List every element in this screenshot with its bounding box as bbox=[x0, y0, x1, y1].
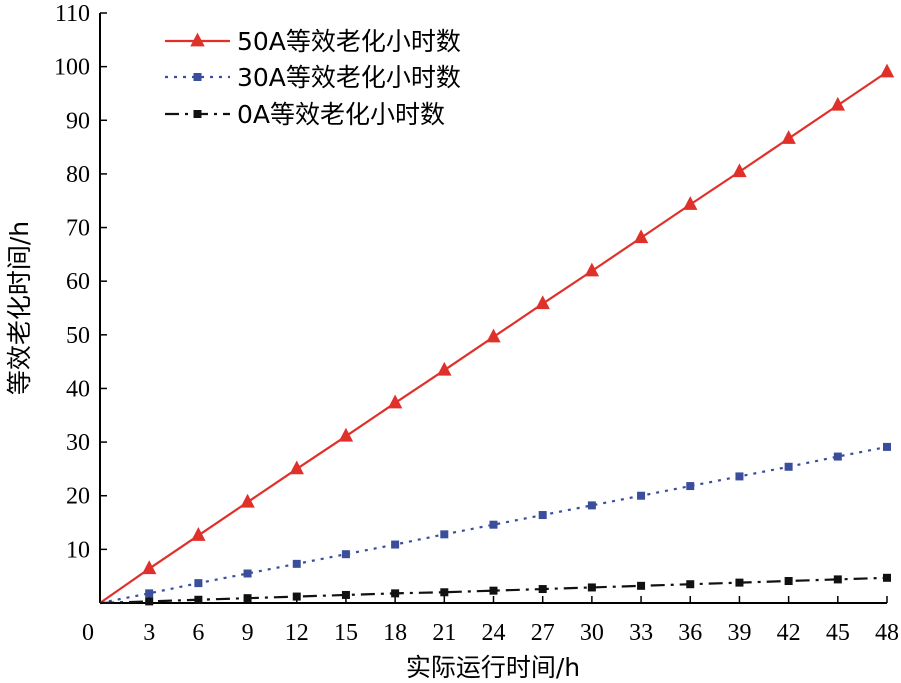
x-tick-label: 27 bbox=[531, 620, 555, 646]
series-point bbox=[243, 569, 252, 578]
series-point bbox=[486, 328, 501, 343]
series-point bbox=[489, 520, 498, 529]
x-tick-label: 24 bbox=[482, 620, 506, 646]
x-tick-label: 39 bbox=[727, 620, 751, 646]
series-point bbox=[292, 592, 301, 601]
series-point bbox=[191, 527, 206, 541]
series-1 bbox=[99, 442, 891, 605]
x-tick-label: 33 bbox=[629, 620, 653, 646]
series-point bbox=[145, 589, 154, 598]
y-tick-label: 30 bbox=[66, 430, 90, 456]
series-point bbox=[587, 583, 596, 592]
series-point bbox=[440, 530, 449, 539]
series-point bbox=[190, 32, 205, 47]
series-point bbox=[240, 493, 255, 508]
series-point bbox=[145, 597, 154, 606]
x-tick-label: 12 bbox=[285, 620, 309, 646]
series-point bbox=[587, 501, 596, 510]
series-point bbox=[633, 229, 649, 244]
series-point bbox=[538, 511, 547, 520]
series-point bbox=[584, 262, 600, 277]
x-tick-label: 18 bbox=[383, 620, 407, 646]
series-point bbox=[735, 578, 744, 587]
series-point bbox=[784, 462, 793, 471]
series-point bbox=[194, 595, 203, 604]
series-point bbox=[683, 196, 698, 210]
y-tick-label: 110 bbox=[55, 1, 90, 27]
series-point bbox=[391, 589, 400, 598]
series-point bbox=[338, 427, 354, 442]
x-tick-label: 6 bbox=[192, 620, 204, 646]
series-point bbox=[833, 575, 842, 584]
series-point bbox=[489, 586, 498, 595]
series-point bbox=[440, 588, 449, 597]
x-tick-label: 42 bbox=[777, 620, 801, 646]
legend-label: 0A等效老化小时数 bbox=[237, 100, 445, 129]
series-line bbox=[99, 445, 888, 605]
x-tick-label: 30 bbox=[580, 620, 604, 646]
y-tick-label: 20 bbox=[66, 484, 90, 510]
x-tick-label: 36 bbox=[678, 620, 702, 646]
x-tick-label: 9 bbox=[242, 620, 254, 646]
y-tick-label: 60 bbox=[66, 269, 90, 295]
series-point bbox=[243, 594, 252, 603]
y-tick-label: 40 bbox=[66, 376, 90, 402]
y-tick-label: 10 bbox=[66, 537, 90, 563]
series-point bbox=[341, 590, 350, 599]
series-point bbox=[686, 580, 695, 589]
legend-item: 30A等效老化小时数 bbox=[165, 63, 461, 92]
x-ticks: 3 6 9 12 15 18 21 24 27 30 33 36 39 42 45 48 bbox=[143, 596, 899, 646]
series-point bbox=[193, 110, 202, 118]
series-point bbox=[535, 295, 550, 310]
series-point bbox=[292, 559, 301, 568]
series-point bbox=[193, 73, 202, 81]
series-point bbox=[781, 130, 796, 144]
series-point bbox=[830, 96, 846, 111]
series-point bbox=[879, 63, 895, 78]
series-point bbox=[387, 394, 403, 409]
x-tick-label: 45 bbox=[826, 620, 850, 646]
y-tick-label: 80 bbox=[66, 162, 90, 188]
series-point bbox=[391, 540, 400, 549]
series-point bbox=[437, 361, 452, 376]
y-axis-title: 等效老化时间/h bbox=[5, 221, 34, 395]
series-point bbox=[289, 460, 304, 475]
series-point bbox=[637, 581, 646, 590]
series-point bbox=[637, 491, 646, 500]
series-point bbox=[833, 452, 842, 461]
series-0 bbox=[99, 63, 895, 604]
series-point bbox=[784, 577, 793, 586]
y-tick-label: 100 bbox=[54, 55, 90, 81]
legend-label: 30A等效老化小时数 bbox=[237, 63, 461, 92]
series-layer bbox=[99, 63, 895, 606]
series-point bbox=[735, 472, 744, 481]
x-tick-label: 3 bbox=[143, 620, 155, 646]
legend-label: 50A等效老化小时数 bbox=[237, 27, 461, 56]
series-point bbox=[538, 585, 547, 594]
x-tick-label: 15 bbox=[334, 620, 358, 646]
x-tick-label: 48 bbox=[875, 620, 899, 646]
series-point bbox=[686, 482, 695, 491]
y-ticks: 10 20 30 40 50 60 70 80 90 100 110 bbox=[54, 1, 107, 563]
x-axis-title: 实际运行时间/h bbox=[406, 653, 580, 682]
y-tick-label: 70 bbox=[66, 216, 90, 242]
series-point bbox=[194, 579, 203, 588]
series-point bbox=[341, 550, 350, 559]
legend-item: 0A等效老化小时数 bbox=[165, 100, 445, 129]
legend-item: 50A等效老化小时数 bbox=[165, 27, 461, 56]
origin-label: 0 bbox=[82, 620, 94, 646]
y-tick-label: 50 bbox=[66, 323, 90, 349]
x-tick-label: 21 bbox=[432, 620, 456, 646]
axes: 0 bbox=[82, 13, 887, 646]
y-tick-label: 90 bbox=[66, 108, 90, 134]
series-2 bbox=[99, 573, 891, 606]
legend: 50A等效老化小时数 30A等效老化小时数 0A等效老化小时数 bbox=[165, 27, 461, 129]
series-point bbox=[883, 442, 891, 451]
series-point bbox=[141, 560, 157, 575]
series-point bbox=[883, 573, 891, 582]
series-point bbox=[732, 163, 747, 178]
